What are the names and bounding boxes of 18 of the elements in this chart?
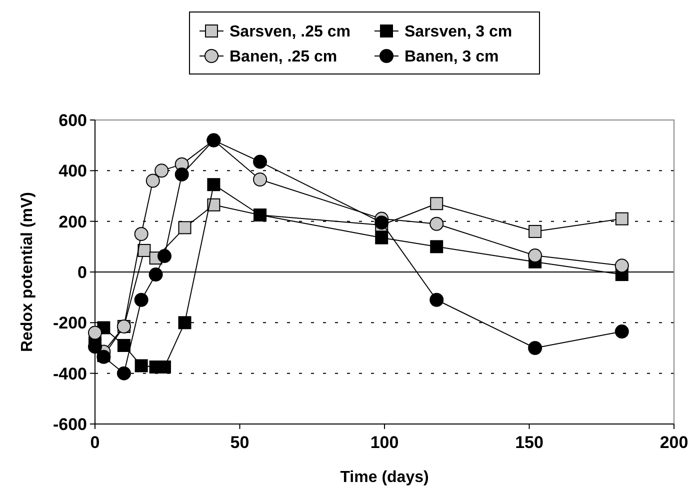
y-tick-label: 600: [58, 110, 87, 130]
x-tick-label: 0: [90, 433, 100, 452]
legend-label: Sarsven, 3 cm: [404, 24, 512, 41]
x-tick-label: 200: [660, 433, 688, 452]
y-axis-title: Redox potential (mV): [19, 192, 36, 352]
y-tick-label: 0: [78, 262, 87, 282]
y-tick-label: 400: [58, 162, 87, 181]
x-tick-label: 50: [230, 433, 250, 452]
x-tick-label: 150: [515, 433, 544, 452]
x-axis-title: Time (days): [340, 469, 429, 486]
y-tick-label: -600: [52, 414, 87, 434]
legend-label: Banen, .25 cm: [230, 48, 338, 66]
y-tick-label: 200: [58, 212, 87, 232]
y-tick-label: -400: [52, 364, 87, 384]
legend-label: Sarsven, .25 cm: [230, 24, 350, 41]
y-tick-label: -200: [52, 314, 87, 333]
x-tick-label: 100: [370, 433, 399, 452]
legend-label: Banen, 3 cm: [404, 48, 499, 66]
